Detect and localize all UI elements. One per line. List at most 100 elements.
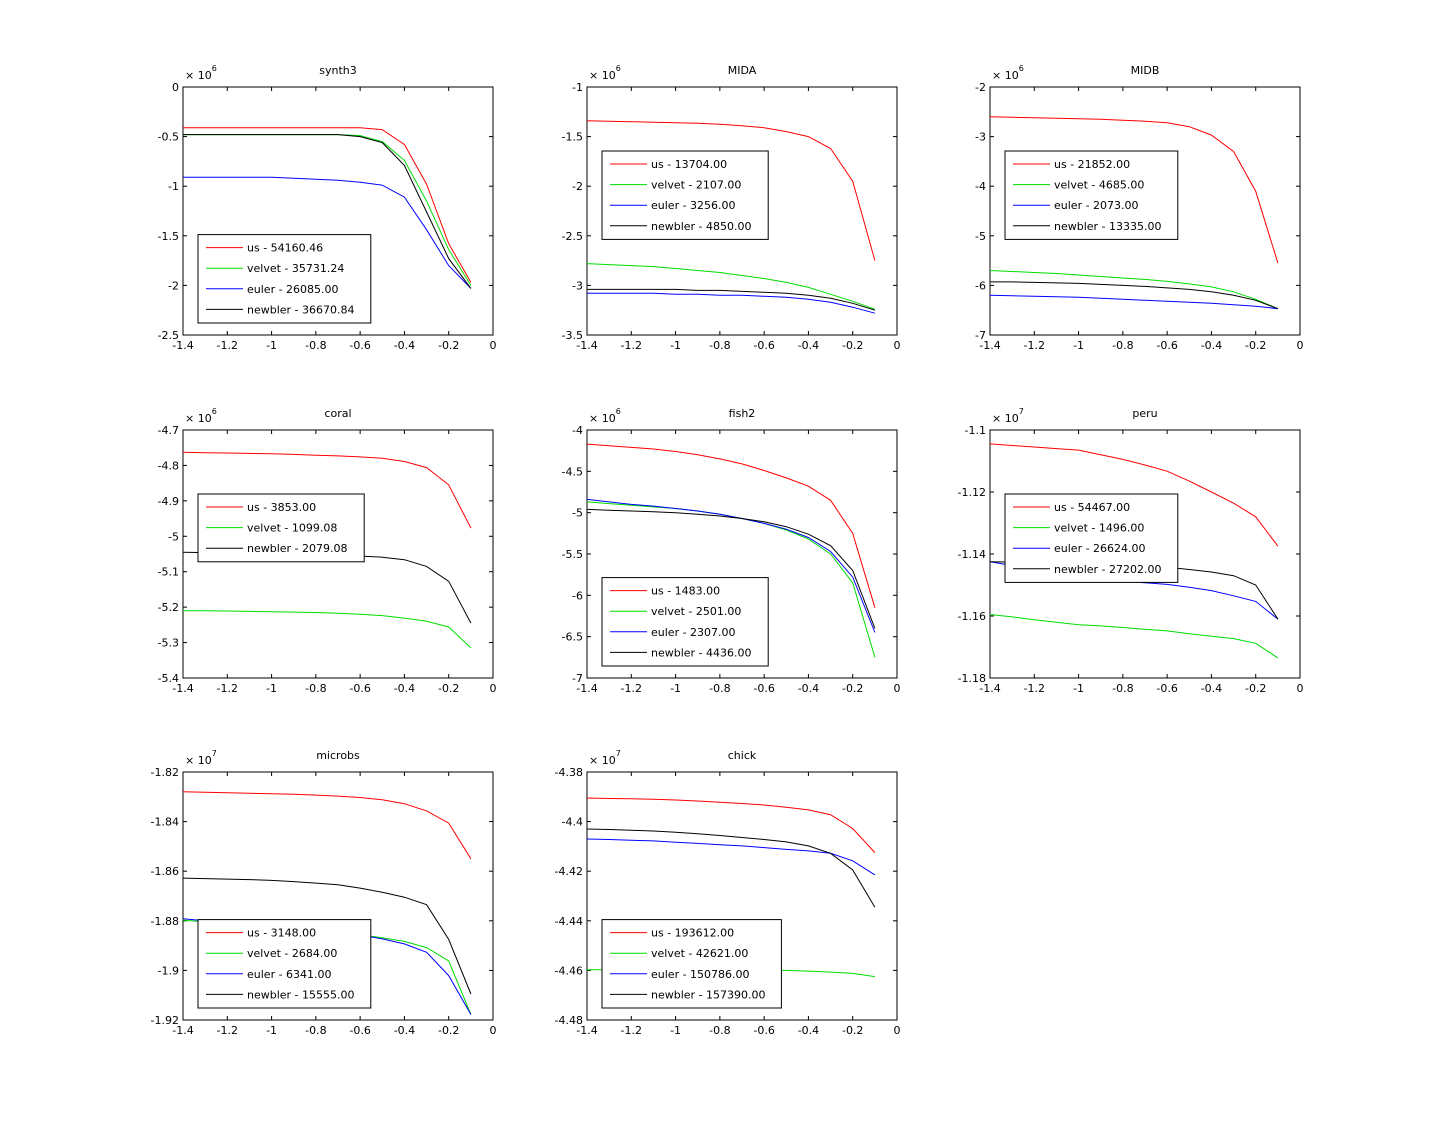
x-tick-label: -0.6 [753,682,774,695]
y-tick-label: -2 [975,81,986,94]
y-tick-label: 0 [172,81,179,94]
exponent-label: × 106 [185,407,217,425]
legend: us - 21852.00 velvet - 4685.00 euler - 207… [1004,150,1179,240]
x-tick-label: -0.4 [394,339,415,352]
legend: us - 13704.00 velvet - 2107.00 euler - 325… [601,150,769,240]
y-tick-label: -1.14 [958,548,986,561]
legend-entry: newbler - 27202.00 [1054,563,1162,576]
chart-title: fish2 [729,407,756,420]
x-tick-label: -0.6 [1156,682,1177,695]
y-tick-label: -4 [572,424,583,437]
series-line-us [182,791,472,860]
series-line-newbler [586,828,876,908]
legend-entry: velvet - 42621.00 [651,947,748,960]
y-tick-label: -4.8 [158,459,179,472]
y-tick-label: -5.2 [158,601,179,614]
x-tick-label: -0.6 [349,339,370,352]
axes-frame [989,86,1301,336]
exponent-label: × 107 [589,749,621,767]
chart-title: coral [324,407,351,420]
legend-entry: velvet - 35731.24 [247,262,344,275]
legend-box [1004,493,1179,583]
x-tick-label: -0.8 [709,682,730,695]
exponent-label: × 106 [589,64,621,82]
chart-title: peru [1132,407,1157,420]
y-tick-label: -1.86 [151,865,179,878]
legend: us - 3853.00 velvet - 1099.08 newbler - 20… [197,493,365,563]
series-line-us [586,443,876,608]
series-line-us [989,116,1279,264]
x-tick-label: -0.2 [1245,339,1266,352]
subplot-synth3: synth3 × 106 -1.4 -1.2 -1 -0.8 -0.6 -0.4 -0.2 0 0 -… [158,64,497,352]
series-line-us [182,451,472,529]
legend-box [1004,150,1179,240]
axes-frame [182,86,494,336]
y-tick-label: -2.5 [562,230,583,243]
y-tick-label: -1.82 [151,766,179,779]
legend-box [601,577,769,667]
y-tick-label: -1.92 [151,1014,179,1027]
y-tick-label: -1.84 [151,816,179,829]
y-tick-label: -2.5 [158,329,179,342]
axes-frame [182,771,494,1021]
legend-entry: us - 3148.00 [247,927,316,940]
exponent-label: × 107 [992,407,1024,425]
x-tick-label: -0.8 [709,339,730,352]
x-tick-label: -1 [670,682,681,695]
x-tick-label: -1.2 [217,1024,238,1037]
legend-entry: euler - 26085.00 [247,283,339,296]
x-tick-label: -1.2 [1024,682,1045,695]
x-tick-label: -1 [266,1024,277,1037]
y-tick-label: -4.7 [158,424,179,437]
subplot-midb: MIDB × 106 -1.4 -1.2 -1 -0.8 -0.6 -0.4 -0.2 0 -2 -3… [975,64,1303,352]
legend-entry: velvet - 4685.00 [1054,179,1144,192]
x-tick-label: -0.6 [753,339,774,352]
subplot-mida: MIDA × 106 -1.4 -1.2 -1 -0.8 -0.6 -0.4 -0.2 0 -1 -1… [562,64,901,352]
x-tick-label: -0.4 [798,1024,819,1037]
legend-entry: newbler - 36670.84 [247,303,355,316]
x-tick-label: -0.2 [438,682,459,695]
legend-entry: euler - 2073.00 [1054,199,1139,212]
x-tick-label: 0 [894,339,901,352]
y-tick-label: -1 [168,180,179,193]
y-tick-label: -4.4 [562,816,583,829]
x-tick-label: -1.4 [172,339,193,352]
series-line-velvet [989,270,1279,310]
x-tick-label: -1.2 [621,1024,642,1037]
legend: us - 1483.00 velvet - 2501.00 euler - 2307… [601,577,769,667]
legend: us - 193612.00 velvet - 42621.00 euler - 1… [601,919,782,1009]
y-tick-label: -4.42 [555,865,583,878]
y-tick-label: -1.12 [958,486,986,499]
y-tick-label: -3 [975,131,986,144]
legend-entry: us - 54467.00 [1054,501,1130,514]
x-tick-label: 0 [490,339,497,352]
legend: us - 54467.00 velvet - 1496.00 euler - 266… [1004,493,1179,583]
y-tick-label: -3 [572,279,583,292]
legend-entry: velvet - 1099.08 [247,522,337,535]
legend: us - 54160.46 velvet - 35731.24 euler - 26… [197,234,372,324]
x-tick-label: -0.8 [305,1024,326,1037]
y-tick-label: -4.5 [562,465,583,478]
series-line-newbler [990,281,1279,310]
legend-box [197,234,372,324]
y-tick-label: -4.46 [555,964,583,977]
legend: us - 3148.00 velvet - 2684.00 euler - 6341… [197,919,372,1009]
legend-entry: us - 54160.46 [247,242,323,255]
y-tick-label: -6.5 [562,631,583,644]
x-tick-label: -0.8 [305,339,326,352]
x-tick-label: -0.4 [798,682,819,695]
series-line-newbler [182,877,472,995]
x-tick-label: -0.8 [1112,682,1133,695]
series-line-velvet [989,614,1279,659]
x-tick-label: 0 [894,1024,901,1037]
y-tick-label: -5.1 [158,566,179,579]
x-tick-label: -0.4 [1201,339,1222,352]
x-tick-label: -0.8 [1112,339,1133,352]
x-tick-label: -1.2 [1024,339,1045,352]
x-tick-label: 0 [490,682,497,695]
x-tick-label: -1.4 [576,682,597,695]
legend-entry: velvet - 1496.00 [1054,522,1144,535]
x-tick-label: -0.2 [842,682,863,695]
x-tick-label: 0 [490,1024,497,1037]
